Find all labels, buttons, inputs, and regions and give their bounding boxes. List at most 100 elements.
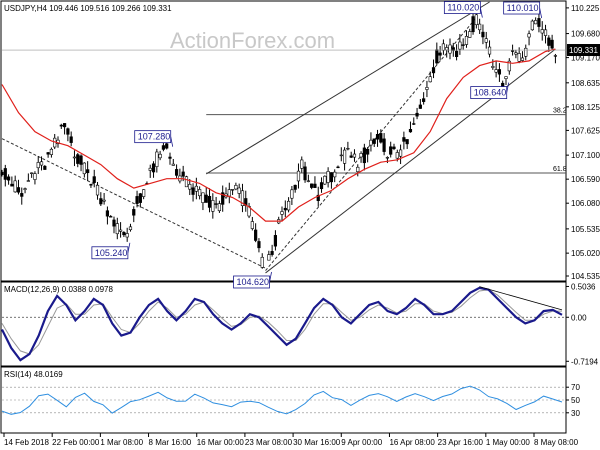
candle-body (191, 187, 195, 195)
price-y-tick-label: 105.020 (571, 249, 600, 258)
candle-body (39, 161, 44, 166)
candle-body (66, 128, 70, 135)
candle-body (313, 183, 317, 188)
x-tick-label: 8 May 08:00 (534, 438, 579, 447)
price-panel-frame (0, 0, 567, 282)
sma-line (1, 48, 556, 222)
candle-body (161, 145, 166, 150)
callout-label: 108.640 (474, 88, 507, 98)
candle-body (461, 44, 465, 46)
candle-body (550, 39, 554, 49)
price-y-tick-label: 105.535 (571, 225, 600, 234)
callout-label: 107.280 (138, 132, 171, 142)
candle-body (69, 136, 73, 143)
candle-body (76, 154, 80, 164)
price-y-tick-label: 106.590 (571, 175, 600, 184)
callout-label: 110.010 (507, 3, 539, 13)
candle-body (333, 171, 337, 178)
candle-body (352, 153, 357, 158)
candle-body (438, 52, 442, 56)
candle-body (142, 189, 146, 197)
moving-average (1, 48, 556, 222)
candle-body (339, 154, 343, 157)
candle-body (188, 183, 192, 190)
candle-body (237, 187, 241, 194)
candle-body (389, 146, 393, 155)
candle-body (20, 193, 24, 197)
candle-body (435, 49, 439, 64)
candle-body (296, 170, 301, 182)
candle-body (412, 123, 416, 125)
candle-body (379, 133, 383, 143)
candle-body (336, 166, 340, 169)
candle-body (491, 66, 495, 68)
candle-body (46, 152, 50, 155)
candle-body (79, 155, 83, 165)
candle-body (280, 211, 284, 215)
fib-label: 38.2 (553, 108, 567, 115)
macd-panel-frame (0, 281, 567, 367)
x-tick-label: 9 Apr 00:00 (341, 438, 382, 447)
candle-body (306, 180, 310, 182)
candle-body (346, 147, 350, 150)
candle-body (425, 87, 429, 90)
candle-body (478, 23, 482, 31)
candle-body (369, 139, 373, 146)
candle-body (481, 31, 485, 38)
x-tick-label: 30 Mar 16:00 (293, 438, 341, 447)
candle-body (260, 256, 264, 268)
candle-body (471, 16, 475, 33)
candle-body (342, 149, 347, 164)
callout-label: 104.620 (237, 277, 270, 287)
callout-box (233, 275, 270, 289)
candle-body (109, 216, 113, 218)
candle-body (408, 129, 413, 133)
callout-label: 110.020 (447, 3, 479, 13)
candle-body (86, 169, 90, 174)
candle-body (553, 55, 558, 57)
candle-body (326, 171, 330, 183)
candle-body (82, 162, 86, 175)
x-tick-label: 23 Mar 08:00 (245, 438, 293, 447)
candle-body (204, 194, 208, 203)
macd-title: MACD(12,26,9) 0.0388 0.0978 (4, 285, 114, 294)
candle-body (214, 203, 218, 205)
candle-body (448, 44, 452, 54)
candle-body (510, 50, 515, 52)
candle-body (30, 172, 34, 174)
candle-body (323, 175, 327, 185)
candle-body (122, 232, 126, 236)
candle-body (168, 156, 172, 159)
candle-body (99, 198, 103, 205)
candle-body (517, 53, 521, 62)
candle-body (23, 188, 27, 190)
candle-body (530, 20, 534, 31)
macd-y-tick-label: -0.7194 (571, 357, 599, 366)
rsi-title: RSI(14) 48.0169 (4, 370, 63, 379)
candle-body (514, 52, 518, 55)
candle-body (171, 163, 175, 166)
price-y-tick-label: 107.625 (571, 126, 600, 135)
candle-body (267, 254, 271, 261)
candle-body (349, 155, 353, 158)
price-y-tick-label: 104.535 (571, 272, 600, 281)
callout-label: 105.240 (95, 248, 128, 258)
watermark: ActionForex.com (170, 28, 335, 53)
candle-body (392, 146, 396, 150)
candle-body (428, 76, 432, 83)
price-y-axis: 110.225 109.680 109.170 108.635 108.125 107.6… (566, 4, 600, 281)
channel-line (205, 1, 490, 175)
x-tick-label: 22 Feb 00:00 (52, 438, 100, 447)
candle-body (201, 192, 205, 203)
price-y-tick-label: 109.680 (571, 30, 600, 39)
candle-body (13, 180, 17, 193)
candle-body (372, 138, 376, 144)
x-tick-label: 16 Mar 00:00 (197, 438, 245, 447)
candle-body (148, 167, 152, 171)
candle-body (402, 137, 406, 142)
candle-body (43, 165, 47, 170)
candle-body (366, 148, 370, 155)
candle-body (105, 210, 110, 217)
candle-body (118, 229, 123, 232)
